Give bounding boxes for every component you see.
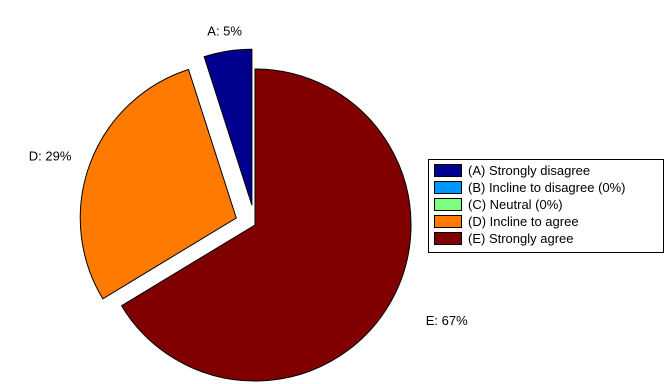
legend-swatch-a [434,164,462,177]
legend-swatch-d [434,215,462,228]
slice-label-a: A: 5% [207,23,242,38]
legend-swatch-e [434,232,462,245]
legend-item-e: (E) Strongly agree [434,230,663,247]
legend-item-d: (D) Incline to agree [434,213,663,230]
legend-item-c: (C) Neutral (0%) [434,196,663,213]
legend-label-b: (B) Incline to disagree (0%) [468,180,626,195]
slice-label-d: D: 29% [29,148,72,163]
legend-label-e: (E) Strongly agree [468,231,574,246]
pie-slice-e [120,68,412,382]
legend-swatch-c [434,198,462,211]
legend: (A) Strongly disagree (B) Incline to dis… [428,159,664,253]
legend-item-a: (A) Strongly disagree [434,162,663,179]
legend-label-d: (D) Incline to agree [468,214,579,229]
pie-slice-d [79,68,237,300]
legend-label-c: (C) Neutral (0%) [468,197,563,212]
legend-label-a: (A) Strongly disagree [468,163,591,178]
pie-slice-a [203,48,253,206]
slice-label-e: E: 67% [426,313,468,328]
legend-swatch-b [434,181,462,194]
legend-item-b: (B) Incline to disagree (0%) [434,179,663,196]
